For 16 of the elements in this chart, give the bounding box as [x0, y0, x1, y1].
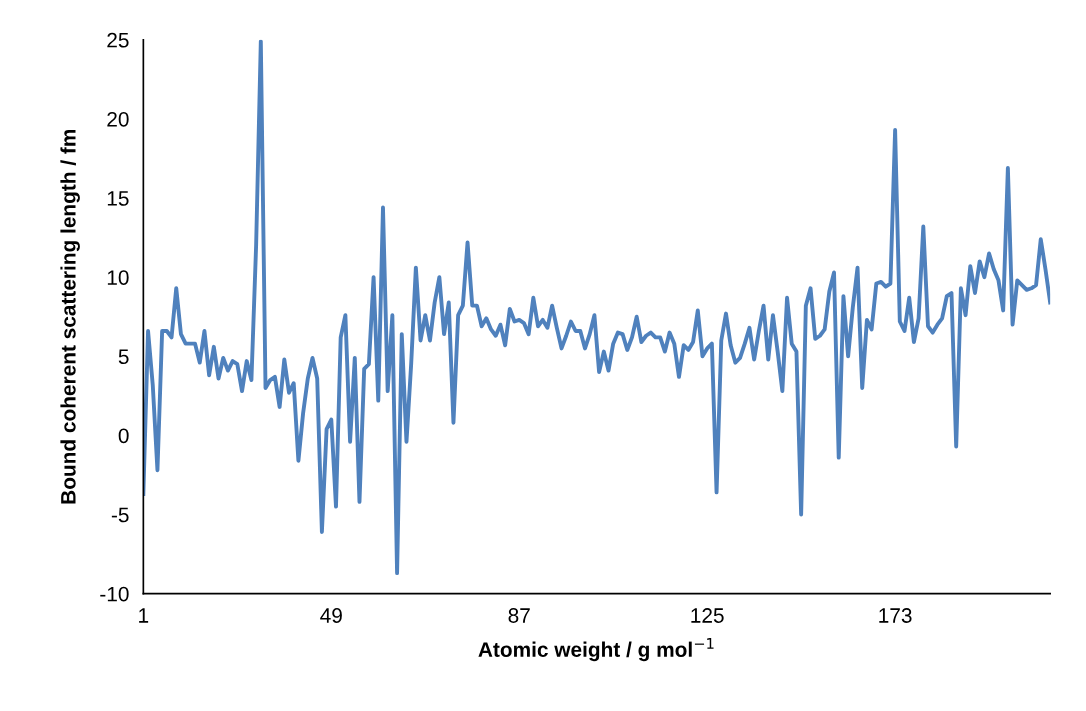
x-tick-label: 125 — [691, 608, 724, 623]
y-tick-label: 10 — [107, 270, 129, 285]
x-tick-label: 87 — [508, 608, 530, 623]
y-tick-label: 0 — [118, 428, 129, 444]
y-axis-title: Bound coherent scattering length / fm — [60, 129, 80, 504]
y-tick-label: -10 — [100, 586, 129, 602]
y-tick-label: 5 — [118, 349, 129, 365]
x-tick-label: 173 — [879, 608, 912, 623]
x-tick-label: 49 — [320, 608, 342, 623]
y-tick-label: 25 — [107, 32, 129, 48]
y-tick-label: -5 — [111, 507, 129, 523]
x-axis-title: Atomic weight / g mol$^{−1}$ — [478, 638, 714, 662]
y-tick-label: 20 — [107, 111, 129, 127]
x-tick-label: 1 — [139, 608, 149, 623]
y-tick-label: 15 — [107, 191, 129, 206]
line-series — [143, 39, 1051, 576]
